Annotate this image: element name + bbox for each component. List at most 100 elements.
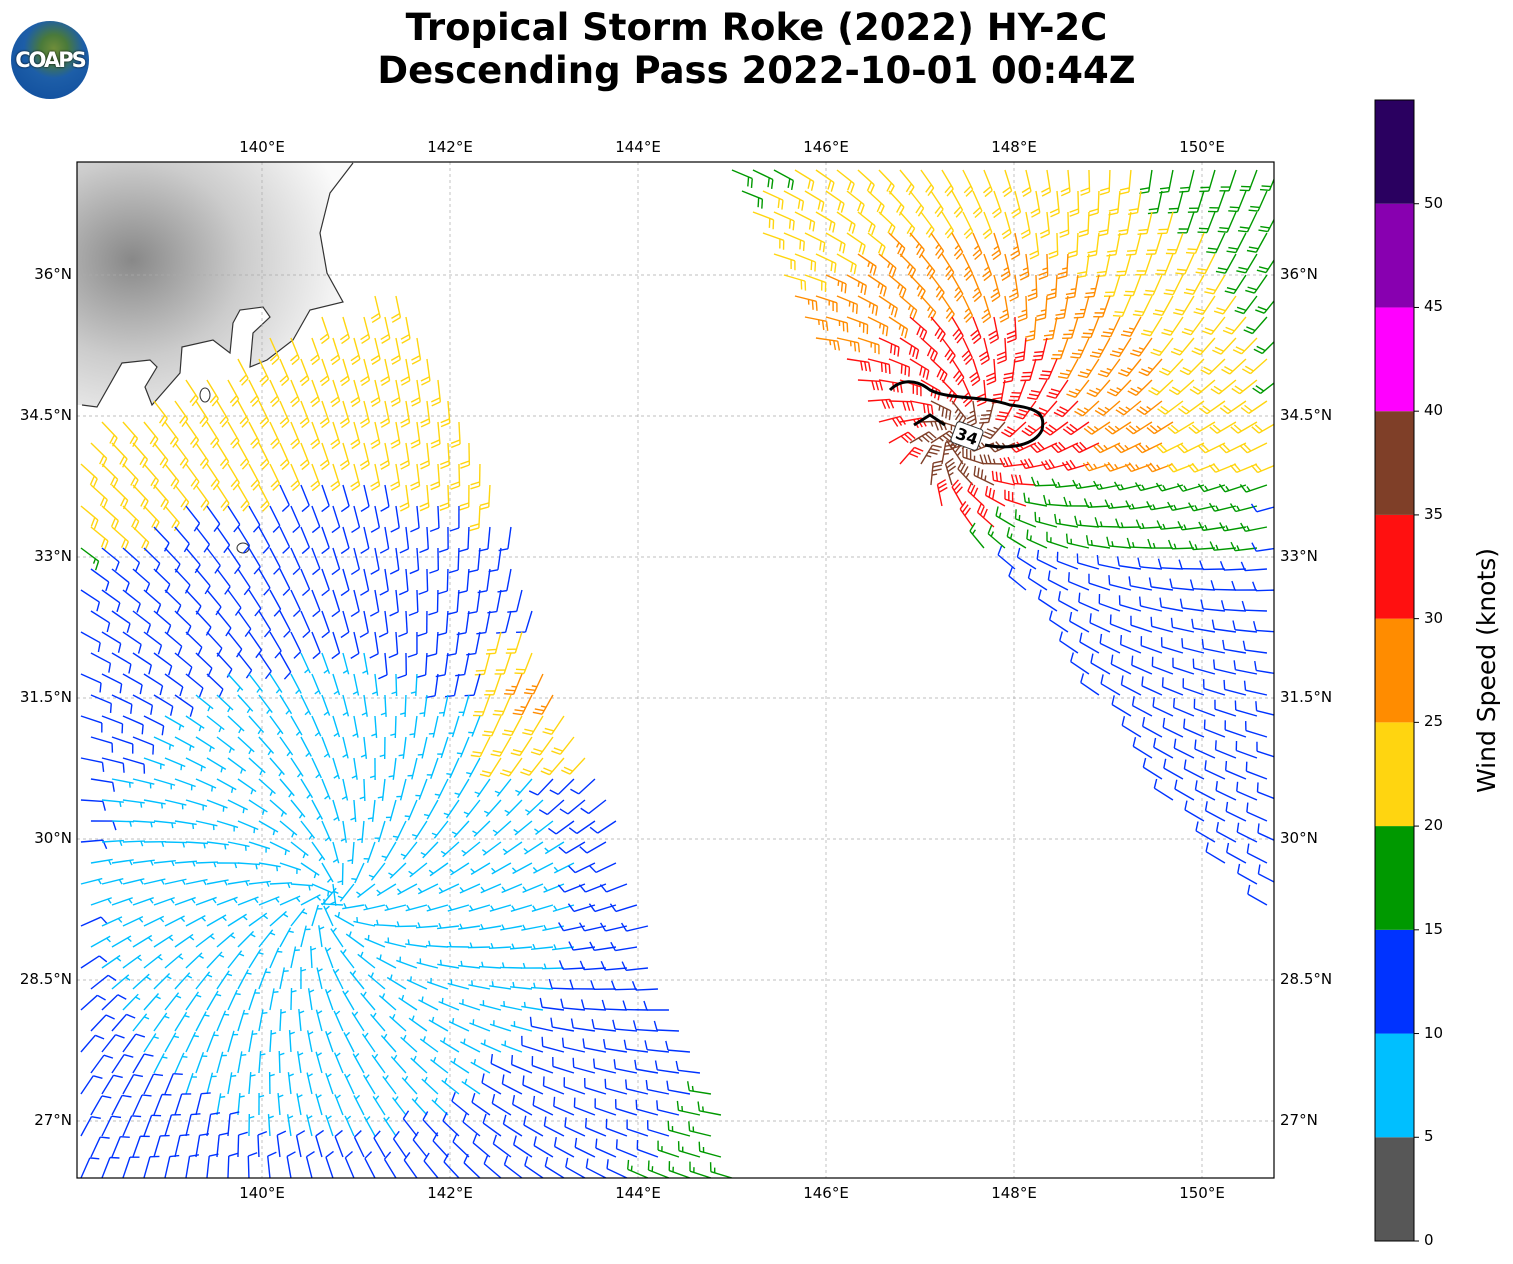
barb-feather — [197, 646, 203, 657]
wind-barb — [299, 400, 310, 429]
barb-staff — [80, 757, 103, 764]
wind-barb — [1132, 295, 1153, 317]
wind-barb — [511, 862, 533, 875]
wind-barb — [1170, 337, 1195, 356]
barb-half-feather — [381, 993, 386, 999]
wind-barb — [1043, 316, 1058, 341]
barb-feather — [987, 454, 992, 464]
barb-half-feather — [410, 691, 417, 694]
barb-feather — [1049, 208, 1060, 214]
barb-half-feather — [291, 832, 295, 838]
wind-barb — [570, 1018, 596, 1032]
wind-barb — [330, 379, 341, 408]
wind-barb — [1177, 211, 1195, 234]
barb-half-feather — [1022, 267, 1029, 271]
barb-feather — [369, 611, 380, 617]
barb-half-feather — [347, 859, 353, 862]
barb-feather — [1199, 560, 1204, 570]
barb-feather — [970, 375, 979, 383]
barb-half-feather — [262, 1012, 268, 1014]
wind-barb — [836, 211, 856, 234]
wind-barb — [185, 799, 208, 811]
wind-barb — [970, 316, 982, 345]
barb-staff — [1235, 669, 1258, 675]
barb-feather — [1152, 312, 1163, 316]
barb-staff — [101, 631, 122, 645]
wind-barb — [385, 799, 397, 822]
wind-barb — [941, 253, 955, 281]
barb-feather — [1151, 387, 1161, 393]
barb-staff — [132, 610, 151, 626]
wind-barb — [1157, 558, 1183, 570]
wind-barb — [380, 316, 391, 344]
wind-barb — [195, 896, 217, 906]
wind-barb — [419, 484, 430, 512]
barb-feather — [1002, 232, 1012, 240]
barb-half-feather — [335, 1052, 341, 1057]
barb-feather — [850, 183, 855, 193]
barb-feather — [979, 454, 984, 464]
wind-barb — [591, 1019, 617, 1032]
barb-feather — [1041, 191, 1051, 197]
barb-feather — [1195, 307, 1206, 312]
wind-barb — [143, 463, 160, 490]
wind-barb — [1042, 421, 1069, 436]
wind-barb — [612, 1019, 638, 1032]
barb-feather — [964, 507, 971, 517]
barb-feather — [985, 372, 996, 378]
wind-barb — [248, 715, 265, 735]
wind-barb — [459, 883, 481, 894]
wind-barb — [269, 505, 281, 533]
barb-feather — [290, 438, 299, 446]
barb-feather — [350, 652, 360, 659]
wind-barb — [132, 1053, 154, 1074]
wind-barb — [1128, 190, 1142, 215]
barb-staff — [80, 715, 103, 724]
barb-staff — [1203, 647, 1226, 654]
barb-half-feather — [245, 880, 249, 887]
wind-barb — [111, 897, 133, 906]
wind-barb — [122, 840, 145, 847]
barb-feather — [1134, 482, 1142, 491]
barb-half-feather — [307, 1073, 313, 1078]
barb-feather — [1235, 346, 1245, 352]
barb-feather — [1104, 499, 1110, 509]
barb-feather — [1226, 287, 1237, 291]
barb-feather — [378, 674, 388, 680]
barb-staff — [164, 589, 182, 606]
barb-feather — [1248, 246, 1259, 250]
wind-barb — [468, 547, 481, 573]
wind-barb — [1256, 258, 1274, 274]
barb-half-feather — [291, 989, 297, 993]
barb-half-feather — [469, 905, 474, 911]
wind-barb — [80, 631, 101, 653]
barb-staff — [1205, 851, 1226, 864]
barb-feather — [331, 442, 341, 450]
wind-barb — [1029, 441, 1058, 454]
barb-feather — [1098, 229, 1109, 233]
barb-feather — [1099, 191, 1110, 196]
barb-half-feather — [470, 868, 475, 873]
barb-feather — [1126, 537, 1131, 548]
barb-half-feather — [930, 421, 934, 427]
barb-feather — [1141, 332, 1151, 337]
barb-feather — [330, 480, 339, 488]
barb-half-feather — [1111, 541, 1114, 547]
wind-barb — [469, 505, 481, 532]
barb-half-feather — [1204, 524, 1208, 531]
barb-half-feather — [1236, 545, 1240, 551]
wind-barb — [361, 694, 368, 717]
barb-staff — [1078, 601, 1100, 612]
barb-feather — [967, 482, 973, 492]
barb-feather — [117, 643, 122, 653]
barb-feather — [1179, 190, 1189, 193]
wind-barb — [290, 631, 302, 659]
wind-barb — [174, 860, 197, 867]
barb-feather — [1095, 274, 1106, 278]
wind-barb — [1057, 591, 1079, 612]
barb-feather — [504, 693, 514, 696]
barb-feather — [291, 357, 300, 366]
wind-barb — [206, 841, 229, 850]
barb-half-feather — [935, 244, 940, 249]
barb-feather — [1115, 518, 1120, 528]
